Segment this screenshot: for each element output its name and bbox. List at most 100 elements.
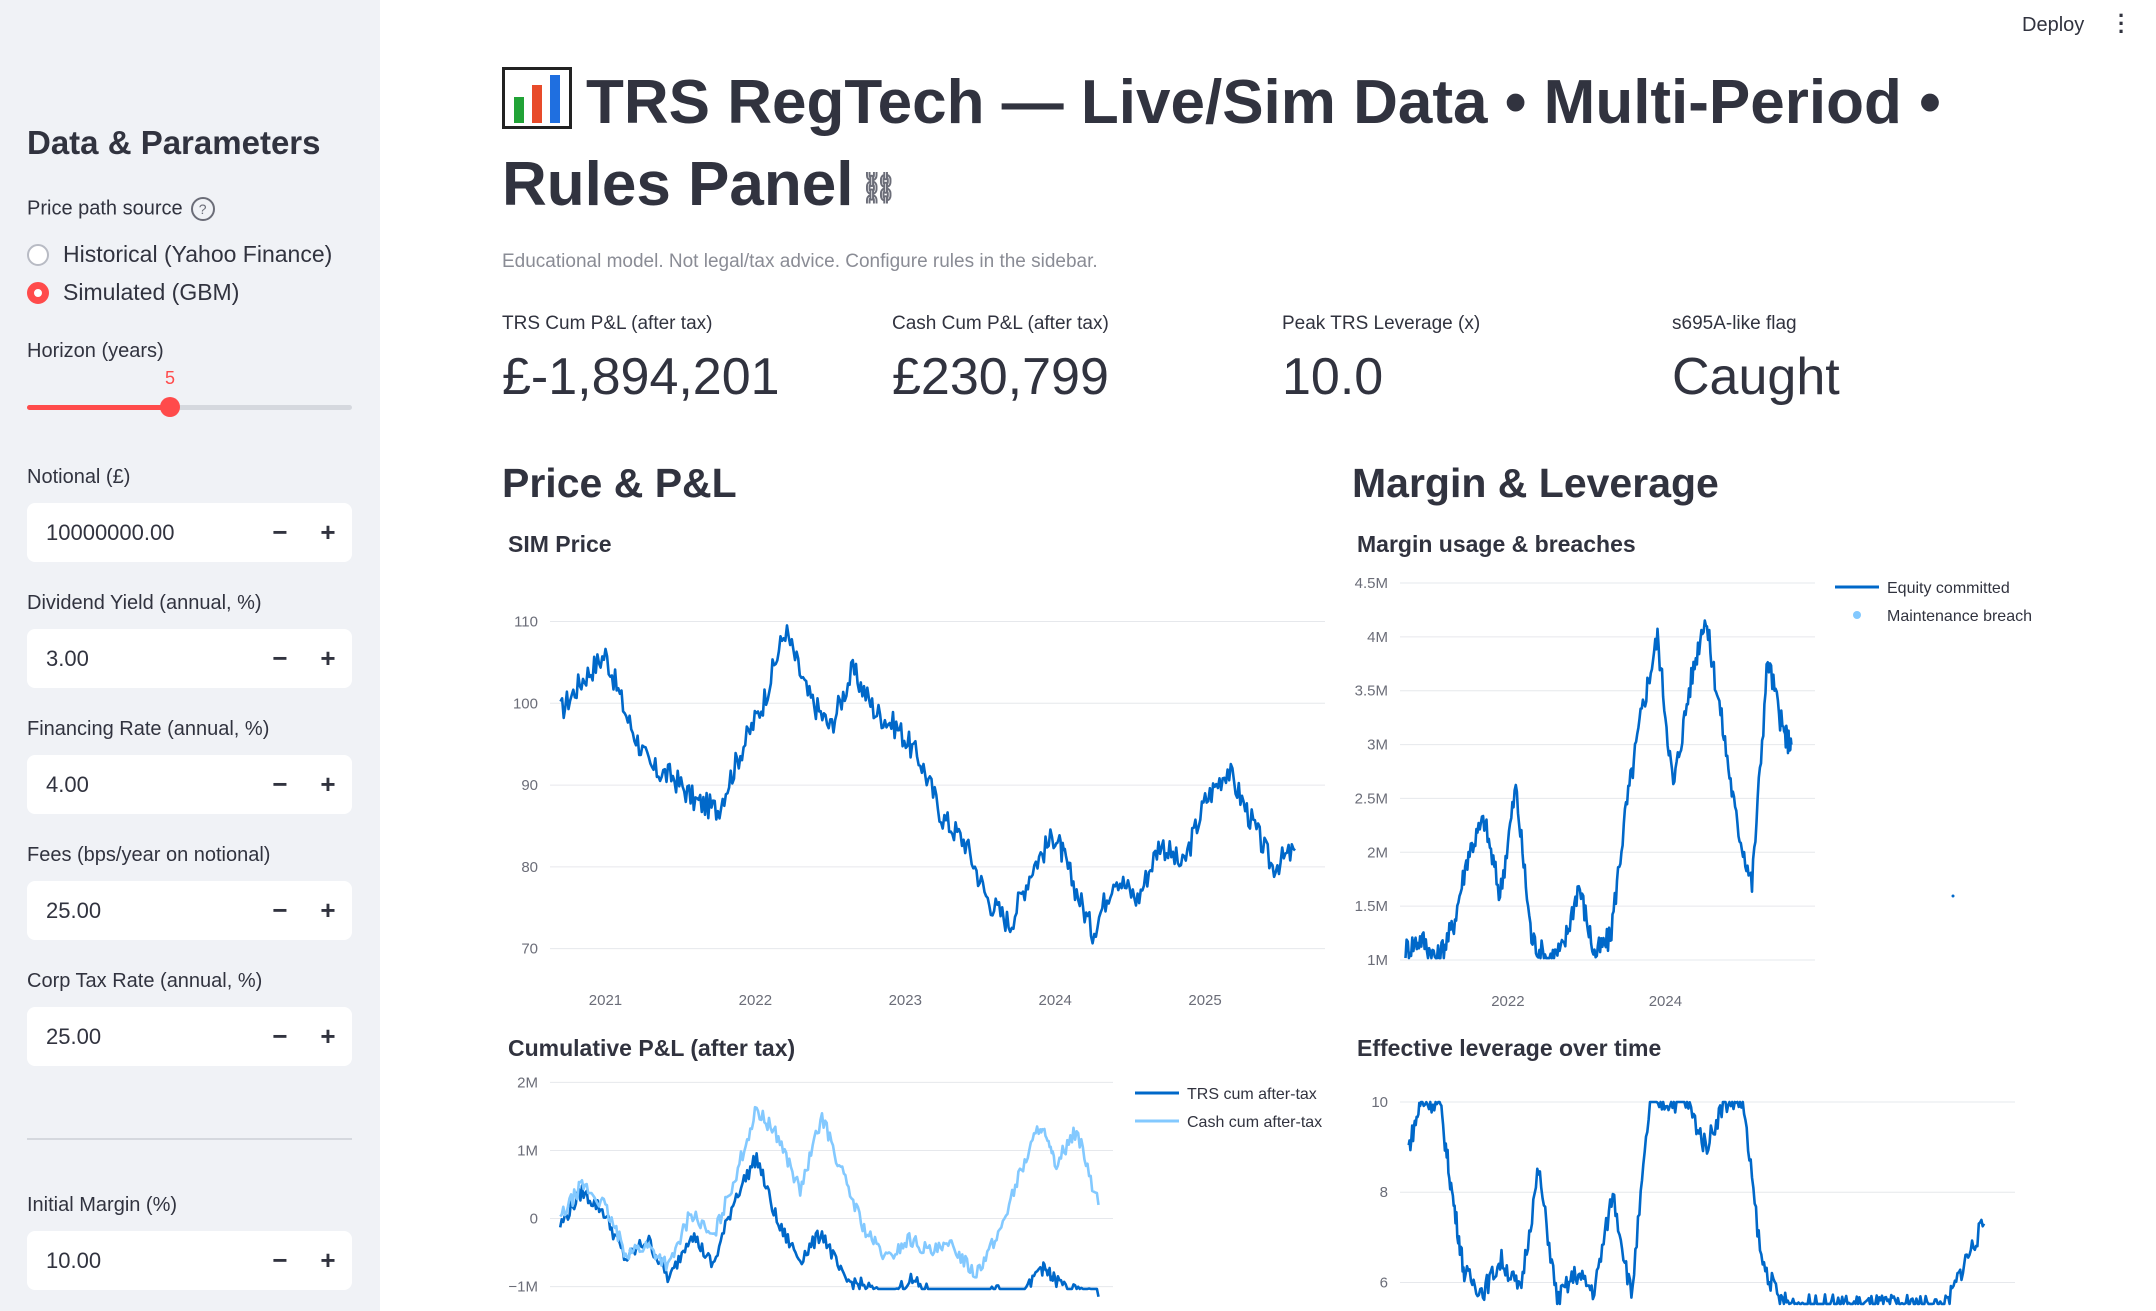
page-caption: Educational model. Not legal/tax advice.… xyxy=(502,251,1098,272)
link-icon[interactable]: ⛓ xyxy=(859,171,898,205)
y-tick-label: 0 xyxy=(530,1211,538,1228)
sidebar-title: Data & Parameters xyxy=(27,124,321,161)
radio-historical[interactable]: Historical (Yahoo Finance) xyxy=(27,241,332,268)
fees-label: Fees (bps/year on notional) xyxy=(27,844,271,866)
x-tick-label: 2024 xyxy=(1649,993,1682,1010)
financing-rate-label: Financing Rate (annual, %) xyxy=(27,718,270,740)
fees-value[interactable]: 25.00 xyxy=(46,897,102,923)
fees-decrement-button[interactable]: − xyxy=(272,895,288,925)
chart-title-margin-usage: Margin usage & breaches xyxy=(1357,531,1636,557)
y-tick-label: 3.5M xyxy=(1355,683,1388,700)
radio-selected-icon[interactable] xyxy=(27,281,49,304)
x-tick-label: 2025 xyxy=(1188,992,1221,1009)
y-tick-label: 110 xyxy=(514,614,538,631)
notional-decrement-button[interactable]: − xyxy=(272,517,288,547)
metric-value: Caught xyxy=(1672,348,1840,406)
y-tick-label: −1M xyxy=(508,1279,538,1296)
legend-label: Cash cum after-tax xyxy=(1187,1114,1322,1131)
radio-simulated-label: Simulated (GBM) xyxy=(63,279,240,305)
series-line xyxy=(559,624,1296,945)
initial-margin-value[interactable]: 10.00 xyxy=(46,1247,102,1273)
x-tick-label: 2023 xyxy=(889,992,922,1009)
horizon-slider-value: 5 xyxy=(165,368,176,388)
financing-rate-input[interactable]: 4.00 − + xyxy=(27,755,352,814)
corp-tax-label: Corp Tax Rate (annual, %) xyxy=(27,970,263,992)
y-tick-label: 8 xyxy=(1380,1184,1388,1201)
price-source-label: Price path source? xyxy=(27,197,215,221)
corp-tax-decrement-button[interactable]: − xyxy=(272,1021,288,1051)
help-icon[interactable]: ? xyxy=(190,197,215,221)
radio-historical-label: Historical (Yahoo Finance) xyxy=(63,241,333,267)
effective-leverage-chart: 6 8 10 xyxy=(1371,1094,2015,1306)
legend-label: TRS cum after-tax xyxy=(1187,1086,1317,1103)
horizon-slider-fill xyxy=(27,405,172,410)
y-tick-label: 2M xyxy=(1367,844,1388,861)
metric-label: s695A-like flag xyxy=(1672,313,1797,334)
deploy-button[interactable]: Deploy xyxy=(2022,14,2085,36)
horizon-slider-thumb[interactable] xyxy=(160,397,180,417)
financing-rate-decrement-button[interactable]: − xyxy=(272,769,288,799)
metric-value: £-1,894,201 xyxy=(502,348,780,406)
fees-increment-button[interactable]: + xyxy=(320,895,336,925)
metric-label: Peak TRS Leverage (x) xyxy=(1282,313,1481,334)
corp-tax-increment-button[interactable]: + xyxy=(320,1021,336,1051)
notional-input[interactable]: 10000000.00 − + xyxy=(27,503,352,562)
chart-title-effective-leverage: Effective leverage over time xyxy=(1357,1035,1662,1061)
y-tick-label: 1M xyxy=(517,1142,538,1159)
legend-label: Equity committed xyxy=(1887,580,2010,597)
sidebar-divider xyxy=(27,1138,352,1140)
notional-increment-button[interactable]: + xyxy=(320,517,336,547)
series-line xyxy=(558,1152,1100,1298)
section-heading-price-pnl: Price & P&L xyxy=(502,460,737,506)
x-tick-label: 2022 xyxy=(739,992,772,1009)
y-tick-label: 10 xyxy=(1371,1094,1388,1111)
bar-chart-icon xyxy=(502,67,572,129)
dividend-yield-increment-button[interactable]: + xyxy=(320,643,336,673)
breach-point xyxy=(1951,894,1955,898)
margin-usage-chart: 1M 1.5M 2M 2.5M 3M 3.5M 4M 4.5M 2022 2024 Equity c… xyxy=(1355,575,2032,1010)
notional-label: Notional (£) xyxy=(27,466,131,488)
notional-value[interactable]: 10000000.00 xyxy=(46,519,175,545)
y-tick-label: 2M xyxy=(517,1074,538,1091)
y-tick-label: 100 xyxy=(513,695,538,712)
horizon-label: Horizon (years) xyxy=(27,340,164,362)
y-tick-label: 2.5M xyxy=(1355,790,1388,807)
y-tick-label: 1M xyxy=(1367,952,1388,969)
x-tick-label: 2024 xyxy=(1038,992,1071,1009)
chart-title-sim-price: SIM Price xyxy=(508,531,612,557)
metric-value: 10.0 xyxy=(1282,348,1384,406)
y-tick-label: 4.5M xyxy=(1355,575,1388,592)
series-line xyxy=(1407,1100,1986,1306)
kebab-menu-icon[interactable]: · · · xyxy=(2118,3,2126,44)
radio-circle-icon[interactable] xyxy=(27,243,49,266)
initial-margin-increment-button[interactable]: + xyxy=(320,1245,336,1275)
initial-margin-label: Initial Margin (%) xyxy=(27,1194,178,1216)
y-tick-label: 70 xyxy=(521,941,538,958)
radio-simulated[interactable]: Simulated (GBM) xyxy=(27,279,239,306)
dividend-yield-value[interactable]: 3.00 xyxy=(46,645,89,671)
legend-label: Maintenance breach xyxy=(1887,608,2032,625)
dividend-yield-input[interactable]: 3.00 − + xyxy=(27,629,352,688)
cumulative-pnl-chart: −1M 0 1M 2M TRS cum after-tax Cash cum after-… xyxy=(508,1074,1322,1298)
sidebar: Data & Parameters Price path source? His… xyxy=(0,0,380,1311)
financing-rate-value[interactable]: 4.00 xyxy=(46,771,89,797)
metric-label: Cash Cum P&L (after tax) xyxy=(892,313,1109,334)
corp-tax-input[interactable]: 25.00 − + xyxy=(27,1007,352,1066)
dividend-yield-decrement-button[interactable]: − xyxy=(272,643,288,673)
initial-margin-decrement-button[interactable]: − xyxy=(272,1245,288,1275)
financing-rate-increment-button[interactable]: + xyxy=(320,769,336,799)
horizon-slider-track[interactable] xyxy=(27,405,352,410)
series-line xyxy=(1404,619,1793,960)
fees-input[interactable]: 25.00 − + xyxy=(27,881,352,940)
x-tick-label: 2021 xyxy=(589,992,622,1009)
y-tick-label: 4M xyxy=(1367,629,1388,646)
legend-marker xyxy=(1853,611,1861,619)
sim-price-chart: 70 80 90 100 110 2021 2022 2023 2024 2025 xyxy=(513,614,1325,1009)
chart-title-cumulative-pnl: Cumulative P&L (after tax) xyxy=(508,1035,796,1061)
corp-tax-value[interactable]: 25.00 xyxy=(46,1023,102,1049)
initial-margin-input[interactable]: 10.00 − + xyxy=(27,1231,352,1290)
x-tick-label: 2022 xyxy=(1491,993,1524,1010)
y-tick-label: 90 xyxy=(521,777,538,794)
metric-value: £230,799 xyxy=(892,348,1109,406)
dividend-yield-label: Dividend Yield (annual, %) xyxy=(27,592,262,614)
